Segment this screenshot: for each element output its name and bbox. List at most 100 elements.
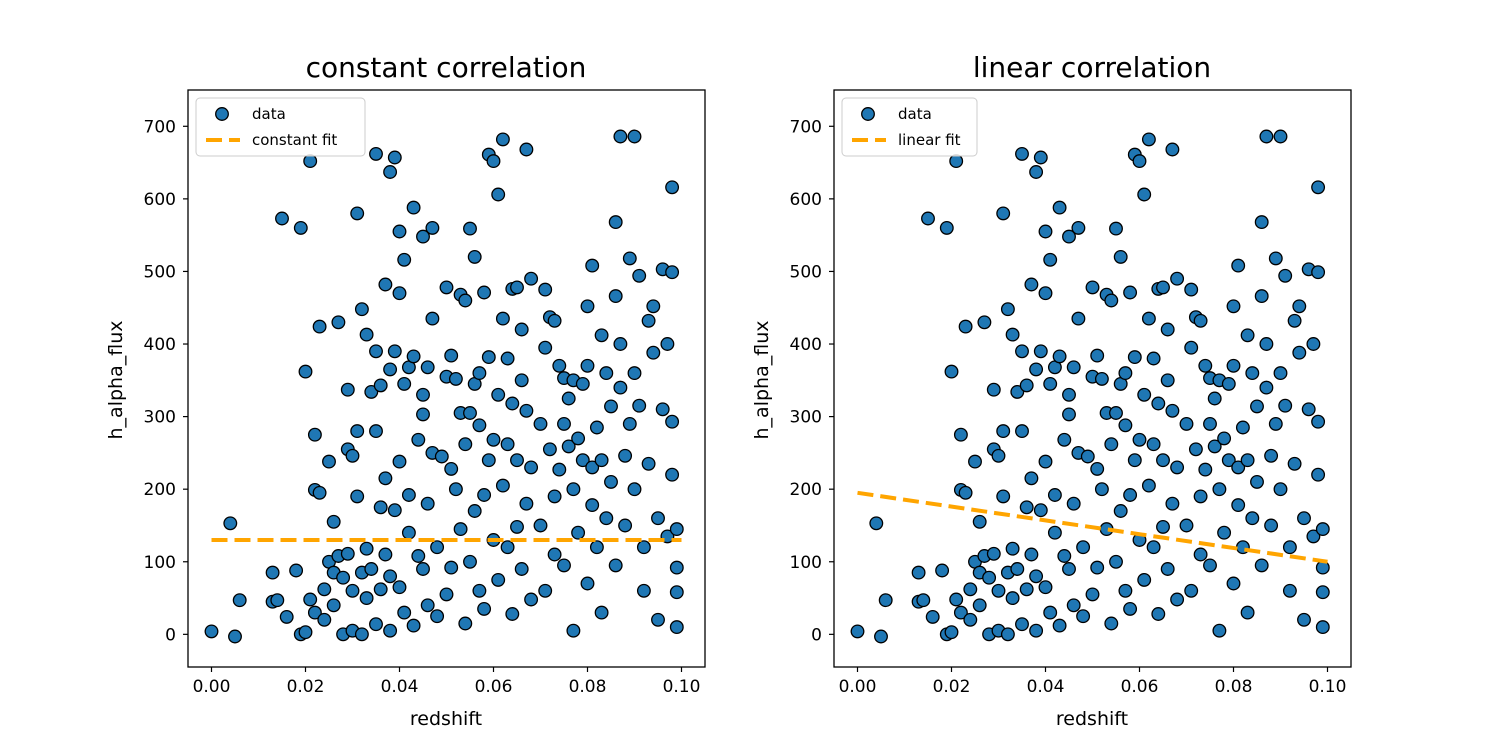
data-point bbox=[627, 129, 642, 144]
data-point bbox=[1212, 623, 1227, 638]
data-point bbox=[608, 289, 623, 304]
data-point bbox=[1076, 609, 1091, 624]
data-point bbox=[599, 366, 614, 381]
data-point bbox=[495, 478, 510, 493]
data-point bbox=[1118, 583, 1133, 598]
data-point bbox=[963, 612, 978, 627]
data-point bbox=[340, 546, 355, 561]
data-point bbox=[303, 592, 318, 607]
data-point bbox=[953, 605, 968, 620]
data-point bbox=[1156, 280, 1170, 295]
data-point bbox=[265, 565, 280, 580]
data-point bbox=[378, 471, 393, 486]
data-point bbox=[467, 249, 482, 264]
legend: data constant fit bbox=[195, 97, 366, 157]
data-point bbox=[307, 427, 322, 442]
data-point bbox=[585, 258, 600, 273]
data-point bbox=[298, 625, 313, 640]
data-point bbox=[533, 518, 548, 533]
axes-frame bbox=[833, 89, 1352, 668]
data-point bbox=[1109, 406, 1123, 420]
data-point bbox=[270, 593, 285, 608]
data-point bbox=[1198, 462, 1213, 477]
data-point bbox=[669, 560, 684, 575]
data-point bbox=[1057, 432, 1072, 447]
data-point bbox=[481, 350, 496, 365]
data-point bbox=[958, 485, 973, 500]
data-point bbox=[373, 582, 388, 597]
data-point bbox=[580, 358, 595, 373]
data-point bbox=[566, 623, 581, 638]
linear-correlation-panel: linear correlation redshift h_alpha_flux… bbox=[751, 51, 1352, 730]
data-point bbox=[378, 277, 393, 292]
data-point bbox=[1141, 132, 1156, 147]
data-point bbox=[538, 583, 553, 598]
data-point bbox=[1226, 358, 1241, 373]
data-point bbox=[557, 416, 571, 431]
data-point bbox=[575, 453, 590, 468]
data-point bbox=[1066, 360, 1081, 375]
x-tick-label: 0.10 bbox=[663, 677, 701, 697]
data-point bbox=[1127, 453, 1142, 468]
data-point bbox=[392, 286, 407, 301]
data-point bbox=[397, 252, 412, 267]
data-point bbox=[1235, 420, 1250, 435]
data-point bbox=[1250, 399, 1264, 414]
data-point bbox=[519, 142, 534, 157]
data-point bbox=[500, 540, 515, 555]
data-point bbox=[1146, 437, 1161, 452]
data-point bbox=[275, 211, 289, 226]
data-point bbox=[406, 200, 421, 215]
data-point bbox=[519, 496, 534, 511]
data-point bbox=[949, 592, 964, 607]
data-point bbox=[420, 360, 435, 375]
data-point bbox=[1123, 601, 1138, 616]
data-point bbox=[1109, 221, 1123, 236]
data-point bbox=[444, 560, 459, 575]
data-point bbox=[472, 366, 487, 381]
data-point bbox=[1231, 498, 1246, 513]
data-point bbox=[991, 583, 1006, 598]
data-point bbox=[972, 598, 987, 613]
data-point bbox=[939, 220, 954, 235]
data-point bbox=[533, 416, 548, 431]
data-point bbox=[524, 460, 539, 475]
data-point bbox=[1038, 454, 1053, 469]
data-point bbox=[420, 496, 435, 511]
data-point bbox=[1198, 358, 1213, 373]
data-point bbox=[1123, 488, 1138, 502]
data-point bbox=[1010, 562, 1025, 576]
data-point bbox=[589, 420, 604, 435]
data-point bbox=[1090, 560, 1105, 575]
data-point bbox=[458, 293, 473, 308]
data-point bbox=[401, 525, 416, 540]
data-point bbox=[1160, 373, 1175, 388]
data-point bbox=[665, 180, 680, 195]
data-point bbox=[636, 583, 651, 598]
data-point bbox=[383, 569, 398, 584]
data-point bbox=[1292, 299, 1307, 314]
x-tick-label: 0.06 bbox=[1121, 677, 1159, 697]
data-point bbox=[585, 460, 600, 475]
x-tick-label: 0.10 bbox=[1309, 677, 1347, 697]
data-point bbox=[1071, 311, 1086, 326]
data-point bbox=[354, 627, 369, 642]
data-point bbox=[401, 488, 416, 502]
data-point bbox=[1184, 340, 1199, 355]
data-point bbox=[1038, 580, 1053, 595]
data-point bbox=[1156, 453, 1170, 468]
data-point bbox=[594, 605, 609, 620]
data-point bbox=[397, 605, 412, 620]
x-tick-label: 0.04 bbox=[381, 677, 419, 697]
data-point bbox=[1217, 431, 1232, 446]
data-point bbox=[996, 489, 1011, 504]
data-point bbox=[1273, 366, 1288, 381]
data-point bbox=[387, 150, 402, 165]
data-point bbox=[542, 442, 557, 457]
data-point bbox=[1047, 525, 1062, 540]
data-point bbox=[1273, 482, 1288, 497]
data-point bbox=[1287, 456, 1302, 471]
data-point bbox=[1062, 562, 1076, 576]
data-point bbox=[1090, 348, 1105, 363]
